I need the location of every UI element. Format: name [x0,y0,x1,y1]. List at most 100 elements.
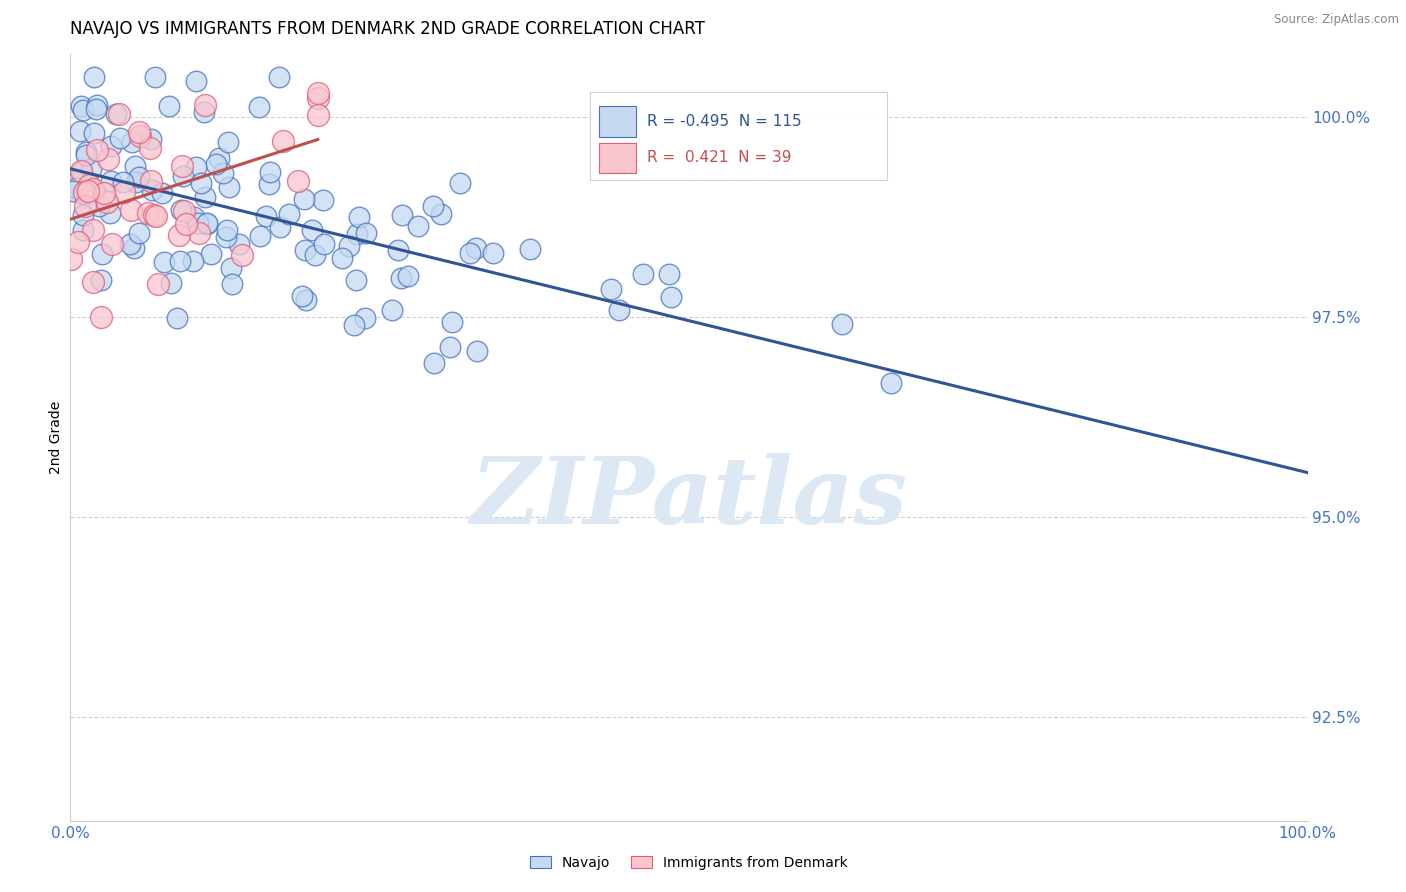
Point [111,176,134,190]
Point [440,316,463,330]
Point [406,219,429,233]
Point [661,290,683,304]
Point [301,223,323,237]
Point [312,193,335,207]
Point [312,237,335,252]
Point [465,344,488,359]
Point [128,125,150,139]
Point [136,206,159,220]
Point [337,239,360,253]
Point [880,376,903,390]
Point [215,223,238,237]
Point [278,207,301,221]
Point [186,161,208,175]
Point [354,311,377,326]
Point [381,303,404,318]
Point [72,187,94,202]
Point [208,151,231,165]
Point [125,175,148,189]
Point [304,248,326,262]
Point [110,131,132,145]
Point [66,173,89,187]
Point [228,237,250,252]
Point [271,134,294,148]
Point [269,70,291,85]
Point [100,138,122,153]
Point [195,217,218,231]
Point [212,166,235,180]
Point [187,226,209,240]
Point [172,169,194,183]
Point [143,208,166,222]
Point [93,186,115,200]
Point [101,237,124,252]
Point [169,254,191,268]
Point [254,209,277,223]
Point [387,243,409,257]
Point [221,277,243,292]
Point [439,340,461,354]
Point [83,126,105,140]
Point [72,103,94,117]
Text: Source: ZipAtlas.com: Source: ZipAtlas.com [1274,13,1399,27]
Point [77,178,100,193]
Point [181,254,204,268]
Point [70,164,93,178]
Point [215,230,238,244]
Point [150,186,173,200]
Point [249,229,271,244]
Point [356,226,378,240]
Text: ZIPatlas: ZIPatlas [471,453,907,543]
Point [422,199,444,213]
Point [62,184,84,198]
Point [607,302,630,317]
Point [153,254,176,268]
FancyBboxPatch shape [599,106,636,137]
Point [96,194,118,209]
Point [70,99,93,113]
Point [481,245,503,260]
FancyBboxPatch shape [599,143,636,173]
Point [631,267,654,281]
Point [347,210,370,224]
Text: NAVAJO VS IMMIGRANTS FROM DENMARK 2ND GRADE CORRELATION CHART: NAVAJO VS IMMIGRANTS FROM DENMARK 2ND GR… [70,21,706,38]
Point [330,251,353,265]
Point [173,204,195,219]
Point [86,144,108,158]
Point [91,246,114,260]
Point [218,136,240,150]
Point [112,185,135,199]
Point [75,184,97,198]
Point [75,148,97,162]
Point [292,192,315,206]
Point [307,87,329,101]
Point [307,91,329,105]
Point [519,242,541,256]
Point [82,276,104,290]
Point [84,102,107,116]
Point [422,356,444,370]
Point [128,227,150,241]
Point [141,132,163,146]
Point [291,289,314,303]
Point [231,248,253,262]
Point [98,205,121,219]
Legend: Navajo, Immigrants from Denmark: Navajo, Immigrants from Denmark [524,850,853,875]
Point [128,169,150,184]
Point [75,145,97,159]
Point [141,183,163,197]
Point [83,70,105,85]
Point [86,98,108,112]
Point [190,176,212,190]
Point [396,268,419,283]
Point [389,271,412,285]
Point [344,273,367,287]
Point [120,202,142,217]
Point [75,183,97,197]
Point [343,318,366,332]
Point [174,217,197,231]
Point [195,216,218,230]
Point [73,186,96,200]
Point [194,189,217,203]
Point [449,176,471,190]
